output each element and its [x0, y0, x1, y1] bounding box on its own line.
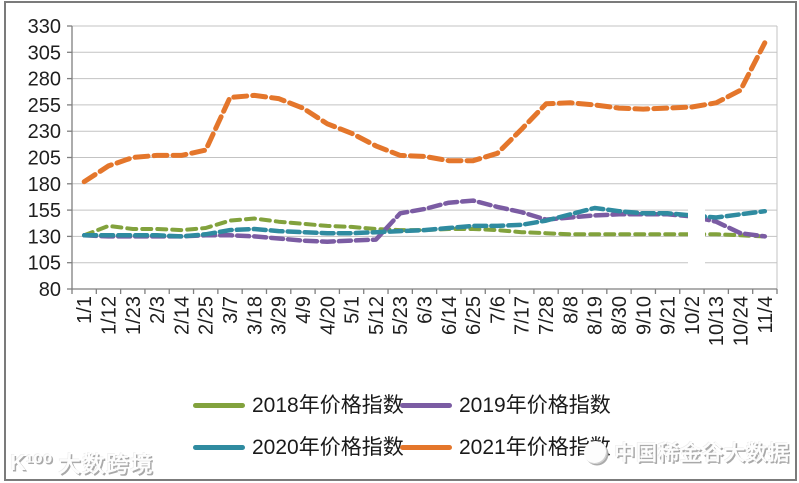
- watermark-dashu-text: 大数跨境: [58, 452, 155, 477]
- y-tick-label: 255: [28, 95, 61, 117]
- x-tick-label: 10/13: [706, 296, 728, 346]
- legend-label-2018: 2018年价格指数: [252, 394, 404, 417]
- x-tick-label: 9/21: [658, 296, 680, 335]
- x-tick-label: 5/23: [390, 296, 412, 335]
- series-2021年价格指数: [81, 40, 768, 185]
- x-axis-labels: 1/1 1/12 1/23 2/3 2/14 2/25 3/7 3/18 3/29 4/9 4/20…: [74, 296, 777, 346]
- x-tick-label: 7/6: [487, 296, 509, 324]
- legend-label-2019: 2019年价格指数: [459, 394, 611, 417]
- series-2020年价格指数: [81, 205, 768, 239]
- x-tick-label: 8/30: [609, 296, 631, 335]
- watermark-dashu: K¹⁰⁰ 大数跨境: [10, 447, 155, 479]
- y-tick-label: 105: [28, 253, 61, 275]
- y-tick-label: 130: [28, 226, 61, 248]
- watermark-white-band: [688, 193, 705, 267]
- k100-logo-icon: K¹⁰⁰: [10, 450, 53, 475]
- x-tick-label: 2/3: [147, 296, 169, 324]
- legend-swatch-2018: [193, 403, 245, 408]
- x-tick-label: 10/2: [682, 296, 704, 335]
- y-tick-label: 180: [28, 174, 61, 196]
- x-tick-label: 10/24: [731, 296, 753, 346]
- x-tick-label: 8/19: [585, 296, 607, 335]
- x-tick-label: 6/25: [463, 296, 485, 335]
- y-tick-label: 305: [28, 42, 61, 64]
- x-tick-label: 3/29: [269, 296, 291, 335]
- watermark-xijingu-text: 中国稀金谷大数据: [614, 442, 790, 465]
- legend-swatch-2021: [400, 445, 452, 450]
- y-tick-label: 230: [28, 121, 61, 143]
- x-tick-label: 2/14: [171, 296, 193, 335]
- y-axis-labels: 80 105 130 155 180 205 230 255 280 305 330: [28, 16, 61, 301]
- legend-item-2020: 2020年价格指数: [193, 437, 404, 458]
- x-tick-label: 1/1: [74, 296, 96, 324]
- x-tick-label: 8/8: [560, 296, 582, 324]
- x-tick-label: 7/17: [512, 296, 534, 335]
- xijingu-logo-icon: [584, 440, 607, 464]
- series-line-2021年价格指数: [81, 40, 768, 185]
- x-tick-label: 11/4: [755, 296, 777, 333]
- watermark-xijingu: 中国稀金谷大数据: [584, 437, 790, 467]
- legend-swatch-2020: [193, 445, 245, 450]
- x-tick-label: 9/10: [633, 296, 655, 335]
- legend-item-2021: 2021年价格指数: [400, 437, 611, 458]
- x-tick-label: 5/1: [342, 296, 364, 324]
- x-tick-label: 5/12: [366, 296, 388, 335]
- x-tick-label: 1/12: [98, 296, 120, 335]
- y-tick-label: 155: [28, 200, 61, 222]
- y-tick-label: 280: [28, 69, 61, 91]
- legend-row-1: 2018年价格指数 2019年价格指数: [193, 395, 611, 416]
- x-tick-label: 7/28: [536, 296, 558, 335]
- x-tick-label: 6/14: [439, 296, 461, 335]
- x-tick-label: 3/7: [220, 296, 242, 324]
- series-line-2020年价格指数: [81, 205, 768, 239]
- legend-label-2021: 2021年价格指数: [459, 436, 611, 459]
- axes: [67, 25, 778, 294]
- legend-item-2018: 2018年价格指数: [193, 395, 404, 416]
- x-tick-label: 2/25: [196, 296, 218, 335]
- x-tick-label: 3/18: [244, 296, 266, 335]
- legend-label-2020: 2020年价格指数: [252, 436, 404, 459]
- legend-row-2: 2020年价格指数 2021年价格指数: [193, 437, 611, 458]
- x-tick-label: 4/9: [293, 296, 315, 324]
- legend-item-2019: 2019年价格指数: [400, 395, 611, 416]
- x-tick-label: 1/23: [123, 296, 145, 335]
- x-tick-label: 4/20: [317, 296, 339, 335]
- series-line-2018年价格指数: [82, 216, 767, 239]
- y-tick-label: 80: [39, 279, 61, 301]
- x-tick-label: 6/3: [415, 296, 437, 324]
- series-2018年价格指数: [82, 216, 767, 239]
- y-tick-label: 330: [28, 16, 61, 38]
- y-tick-label: 205: [28, 148, 61, 170]
- legend-swatch-2019: [400, 403, 452, 408]
